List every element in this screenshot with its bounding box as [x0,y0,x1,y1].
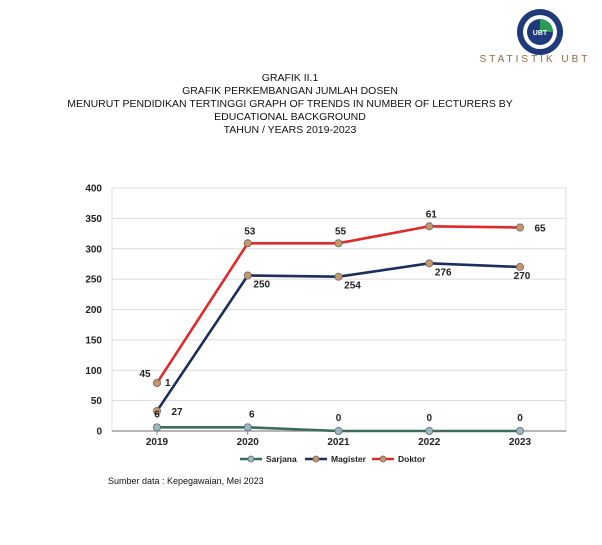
chart-titles: GRAFIK II.1 GRAFIK PERKEMBANGAN JUMLAH D… [50,72,530,137]
data-point-magister [334,272,343,281]
annotation-label: 1 [165,378,171,389]
data-point-sarjana [152,423,161,432]
brand-name: STATISTIK UBT [479,54,591,65]
y-tick-label: 0 [96,427,102,438]
data-point-doktor [334,239,343,248]
ubt-logo: UBT [517,9,563,55]
data-point-doktor [243,239,252,248]
svg-text:UBT: UBT [533,30,548,37]
y-tick-label: 350 [85,214,102,225]
data-point-doktor [516,223,525,232]
x-tick-label: 2021 [327,437,350,448]
data-label-sarjana: 0 [517,413,523,424]
data-label-doktor: 53 [244,226,256,237]
x-tick-label: 2019 [146,437,169,448]
y-tick-label: 250 [85,275,102,286]
data-point-magister [152,406,161,415]
y-tick-label: 50 [91,396,103,407]
data-label-doktor: 61 [426,209,438,220]
data-label-magister: 254 [344,281,361,292]
y-tick-label: 200 [85,305,102,316]
title-line-5: TAHUN / YEARS 2019-2023 [223,124,357,136]
legend-marker-sarjana [247,455,255,463]
legend-marker-magister [312,455,320,463]
title-line-1: GRAFIK II.1 [261,72,319,84]
data-label-doktor: 45 [139,369,151,380]
x-tick-label: 2022 [418,437,441,448]
data-label-sarjana: 6 [249,409,255,420]
data-label-doktor: 65 [534,223,546,234]
data-label-magister: 27 [171,407,183,418]
series-line-magister [155,262,521,412]
data-label-sarjana: 6 [154,409,160,420]
legend-label-sarjana: Sarjana [266,454,297,464]
x-tick-label: 2023 [509,437,532,448]
data-point-doktor [152,379,161,388]
data-point-sarjana [425,426,434,435]
title-line-3: MENURUT PENDIDIKAN TERTINGGI GRAPH OF TR… [67,98,513,110]
source-note: Sumber data : Kepegawaian, Mei 2023 [108,476,264,486]
data-point-sarjana [516,426,525,435]
legend-label-doktor: Doktor [398,454,426,464]
y-tick-label: 100 [85,366,102,377]
y-tick-label: 150 [85,335,102,346]
y-tick-label: 400 [85,184,102,195]
data-point-magister [516,262,525,271]
data-label-sarjana: 0 [426,413,432,424]
series-line-doktor [155,224,521,384]
data-point-magister [243,271,252,280]
legend-marker-doktor [379,455,387,463]
data-label-doktor: 55 [335,226,347,237]
data-point-doktor [425,222,434,231]
data-label-sarjana: 0 [336,413,342,424]
data-point-magister [425,259,434,268]
legend-label-magister: Magister [331,454,367,464]
data-point-sarjana [334,426,343,435]
data-label-magister: 250 [253,279,270,290]
title-line-4: EDUCATIONAL BACKGROUND [214,111,366,123]
y-tick-label: 300 [85,244,102,255]
title-line-2: GRAFIK PERKEMBANGAN JUMLAH DOSEN [182,85,398,97]
x-tick-label: 2020 [237,437,260,448]
data-point-sarjana [243,423,252,432]
data-label-magister: 276 [435,267,452,278]
data-label-magister: 270 [514,271,531,282]
